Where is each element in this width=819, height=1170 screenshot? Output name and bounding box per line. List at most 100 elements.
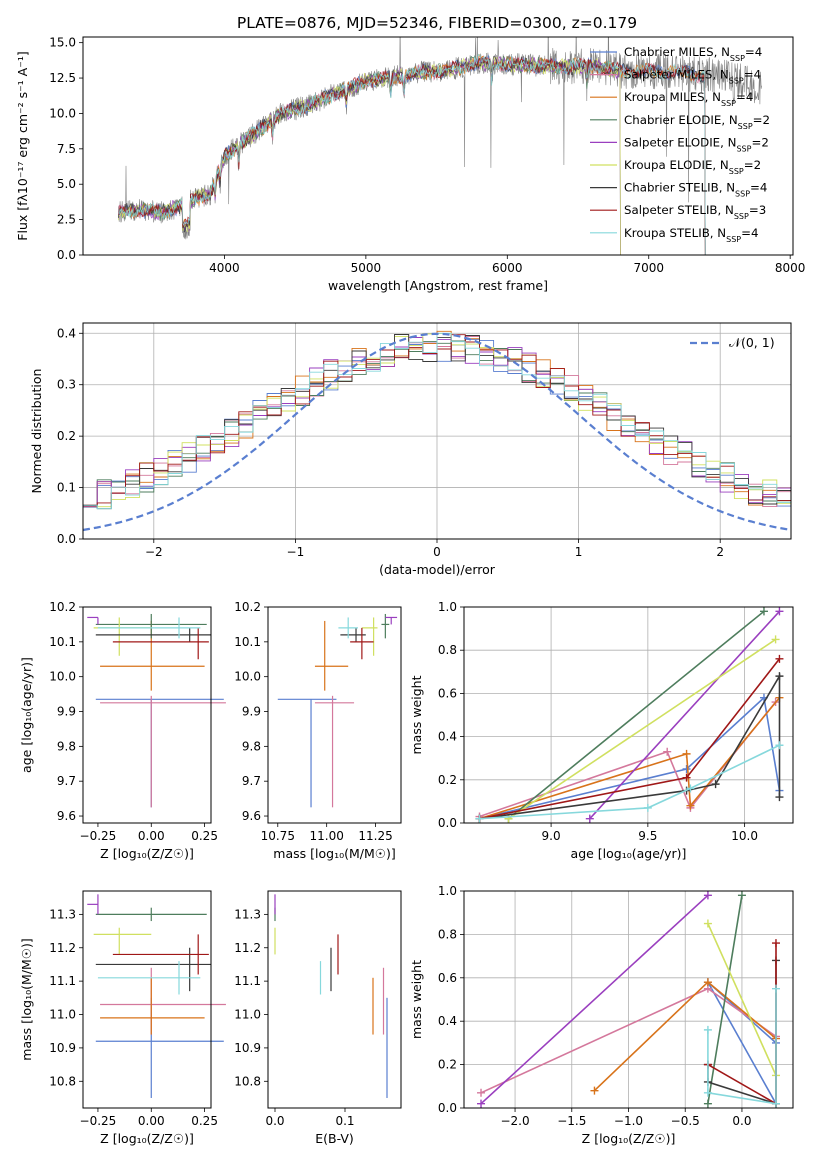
weight-marker (775, 672, 784, 681)
y-tick-label: 7.5 (57, 142, 76, 156)
x-tick-label: 0.25 (191, 1114, 218, 1128)
weight-marker (682, 773, 691, 782)
x-tick-label: 11.25 (358, 829, 392, 843)
weight-marker (477, 1099, 486, 1108)
y-tick-label: 10.0 (49, 106, 76, 120)
x-axis-label: mass [log₁₀(M/M☉)] (273, 846, 395, 861)
y-tick-label: 10.2 (234, 600, 261, 614)
weight-marker (703, 1099, 712, 1108)
x-tick-label: −1.5 (557, 1114, 586, 1128)
y-axis-label: mass weight (409, 675, 424, 754)
y-tick-label: 9.6 (57, 809, 76, 823)
weight-line (508, 638, 777, 820)
x-tick-label: 10.75 (261, 829, 295, 843)
x-axis-label: Z [log₁₀(Z/Z☉)] (100, 1131, 194, 1146)
weight-marker (703, 978, 712, 987)
y-tick-label: 9.8 (242, 739, 261, 753)
y-tick-label: 10.0 (49, 670, 76, 684)
weight-marker (737, 891, 746, 900)
y-tick-label: 10.1 (49, 635, 76, 649)
y-axis-label: Flux [fλ10⁻¹⁷ erg cm⁻² s⁻¹ A⁻¹] (15, 51, 30, 240)
weight-marker (475, 814, 484, 823)
x-axis-label: wavelength [Angstrom, rest frame] (328, 278, 548, 293)
x-tick-label: 0.00 (138, 1114, 165, 1128)
age-vs-mass-panel: 10.75 11.00 11.259.69.79.89.910.010.110.2 … (234, 600, 402, 861)
x-tick-label: −0.5 (671, 1114, 700, 1128)
y-tick-label: 9.9 (242, 705, 261, 719)
weight-marker (703, 1025, 712, 1034)
mass-vs-metallicity-panel: −0.25 0.00 0.25 10.8 10.9 11.0 11.1 11.2 11.3 Z … (19, 890, 226, 1146)
axes-frame (463, 606, 794, 824)
y-tick-label: 0.0 (438, 816, 457, 830)
y-tick-label: 1.0 (438, 600, 457, 614)
legend-label: Chabrier MILES, NSSP=4 (624, 45, 762, 63)
x-axis-label: age [log₁₀(age/yr)] (571, 846, 687, 861)
axes-frame (82, 36, 794, 256)
y-tick-label: 0.4 (57, 326, 76, 340)
axes-frame (267, 890, 402, 1109)
y-tick-label: 10.1 (234, 635, 261, 649)
legend-label: Salpeter MILES, NSSP=4 (624, 68, 761, 86)
weight-marker (663, 747, 672, 756)
x-axis-label: Z [log₁₀(Z/Z☉)] (582, 1131, 676, 1146)
x-tick-label: 11.00 (309, 829, 343, 843)
model-series-line (118, 55, 621, 255)
x-tick-label: 1 (575, 545, 583, 559)
y-tick-label: 10.9 (49, 1041, 76, 1055)
x-tick-label: 2 (716, 545, 724, 559)
y-tick-label: 10.9 (234, 1041, 261, 1055)
x-tick-label: 10.0 (731, 829, 758, 843)
y-axis-label: age [log₁₀(age/yr)] (19, 657, 34, 773)
y-tick-label: 10.8 (234, 1074, 261, 1088)
weight-marker (686, 801, 695, 810)
axes-frame (82, 606, 212, 824)
x-tick-label: −0.25 (80, 829, 117, 843)
weight-line (479, 673, 781, 820)
normal-distribution-curve (82, 332, 792, 532)
y-tick-label: 11.3 (49, 907, 76, 921)
y-tick-label: 15.0 (49, 36, 76, 50)
weight-line (707, 923, 777, 1076)
x-axis-label: (data-model)/error (379, 562, 496, 577)
y-tick-label: 11.1 (49, 974, 76, 988)
x-tick-label: 0.1 (335, 1114, 354, 1128)
weight-line (480, 894, 709, 1105)
weight-line (707, 988, 777, 1105)
y-tick-label: 5.0 (57, 177, 76, 191)
y-tick-label: 11.0 (234, 1008, 261, 1022)
x-axis-label: Z [log₁₀(Z/Z☉)] (100, 846, 194, 861)
y-tick-label: 0.8 (438, 643, 457, 657)
y-tick-label: 10.2 (49, 600, 76, 614)
y-tick-label: 11.2 (49, 941, 76, 955)
y-tick-label: 0.6 (438, 971, 457, 985)
y-axis-label: mass weight (409, 960, 424, 1039)
residual-histogram-panel: −2 −1 0 1 2 0.0 0.1 0.2 0.3 0.4 𝒩(0, 1) (data-mod… (29, 322, 792, 577)
weight-marker (711, 780, 720, 789)
x-tick-label: 0.0 (265, 1114, 284, 1128)
x-tick-label: 9.5 (638, 829, 657, 843)
x-tick-label: −1.0 (614, 1114, 643, 1128)
weight-marker (703, 1088, 712, 1097)
y-tick-label: 11.2 (234, 941, 261, 955)
weight-marker (771, 1099, 780, 1108)
x-tick-label: 7000 (633, 261, 664, 275)
legend-label: Salpeter ELODIE, NSSP=2 (624, 135, 769, 153)
weight-marker (703, 919, 712, 928)
model-histogram (82, 332, 791, 539)
legend-label: Kroupa STELIB, NSSP=4 (624, 226, 758, 244)
x-tick-label: 0.0 (732, 1114, 751, 1128)
weight-marker (771, 939, 780, 948)
weight-marker (759, 607, 768, 616)
legend-label: Kroupa ELODIE, NSSP=2 (624, 158, 761, 176)
weight-marker (703, 891, 712, 900)
y-tick-label: 1.0 (438, 884, 457, 898)
weight-line (479, 696, 781, 820)
y-tick-label: 0.1 (57, 481, 76, 495)
weight-marker (775, 607, 784, 616)
y-tick-label: 12.5 (49, 71, 76, 85)
y-tick-label: 11.3 (234, 907, 261, 921)
y-axis-label: Normed distribution (29, 369, 44, 494)
y-tick-label: 0.0 (57, 248, 76, 262)
model-series-line (118, 56, 621, 255)
x-tick-label: 0.25 (191, 829, 218, 843)
